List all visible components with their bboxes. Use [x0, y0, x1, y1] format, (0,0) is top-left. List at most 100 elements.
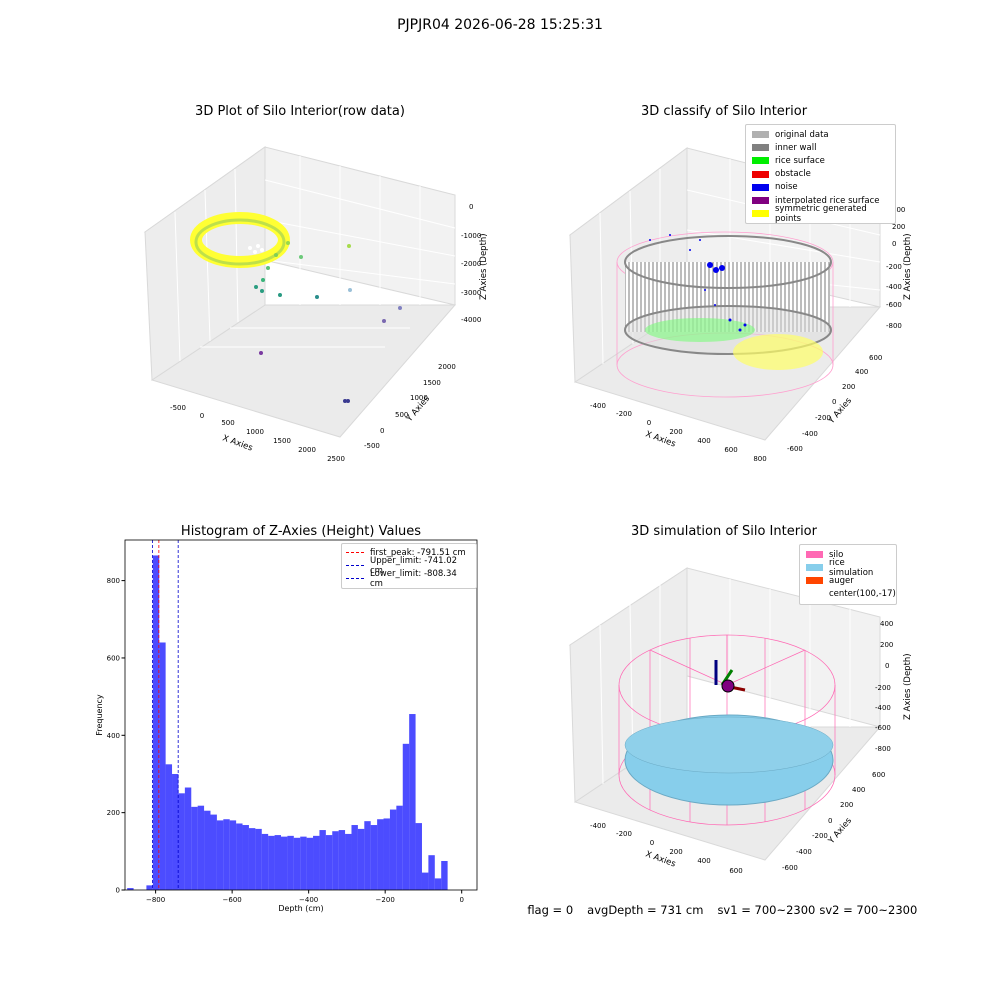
histogram-xtick-label: −400: [299, 896, 318, 904]
svg-text:600: 600: [729, 867, 742, 875]
legend-swatch: [752, 131, 769, 139]
histogram-bar: [197, 805, 205, 890]
histogram-bar: [325, 835, 333, 890]
histogram-bar: [268, 835, 275, 890]
legend-item: obstacle: [752, 168, 889, 181]
svg-text:400: 400: [697, 437, 710, 445]
histogram-ytick-label: 0: [116, 887, 120, 895]
histogram-xtick-label: −600: [223, 896, 242, 904]
histogram-bar: [152, 555, 160, 890]
histogram-bar: [332, 831, 339, 890]
raw-xtick: 500: [221, 419, 234, 427]
raw-ytick: 1000: [410, 394, 428, 402]
histogram-bar: [370, 825, 378, 890]
histogram-bar: [236, 823, 243, 890]
histogram-bar: [172, 773, 179, 890]
histogram-bar: [184, 787, 192, 890]
svg-text:0: 0: [892, 240, 896, 248]
raw-scatter-points: [254, 241, 402, 403]
classify-noise: [649, 234, 747, 332]
histogram-bar: [248, 828, 256, 890]
legend-item: auger: [806, 574, 890, 587]
raw-pane-left: [144, 146, 266, 381]
histogram-bar: [357, 828, 365, 890]
raw-grid: [174, 156, 456, 362]
raw-ytick: 1500: [423, 379, 441, 387]
svg-text:0: 0: [650, 839, 654, 847]
histogram-bar: [191, 806, 198, 890]
svg-text:-400: -400: [590, 402, 606, 410]
histogram-bar: [338, 830, 346, 890]
svg-text:Z Axies (Depth): Z Axies (Depth): [903, 653, 913, 720]
legend-swatch: [752, 144, 769, 152]
svg-text:-400: -400: [796, 848, 812, 856]
histogram-bar: [428, 855, 435, 890]
histogram-bar: [229, 820, 237, 890]
histogram-ytick-label: 800: [107, 577, 120, 585]
svg-text:-200: -200: [616, 410, 632, 418]
histogram-bar: [280, 836, 288, 890]
legend-swatch: [752, 197, 769, 205]
histogram-xtick-label: −800: [146, 896, 165, 904]
legend-item: original data: [752, 128, 889, 141]
svg-text:800: 800: [753, 455, 766, 463]
histogram-bar: [389, 809, 397, 890]
svg-text:-200: -200: [616, 830, 632, 838]
svg-text:-400: -400: [802, 430, 818, 438]
histogram-bar: [165, 764, 173, 890]
raw-xtick: 1500: [273, 437, 291, 445]
figure-title: PJPJR04 2026-06-28 15:25:31: [397, 17, 603, 33]
svg-text:-400: -400: [886, 283, 902, 291]
histogram-legend: first_peak: -791.51 cm Upper_limit: -741…: [341, 543, 477, 589]
simulation-center-marker: [721, 679, 735, 693]
histogram-ylabel: Frequency: [95, 694, 104, 736]
histogram-xlabel: Depth (cm): [278, 904, 323, 913]
raw-xtick: -500: [170, 404, 186, 412]
svg-text:-400: -400: [590, 822, 606, 830]
classify-plot-title: 3D classify of Silo Interior: [640, 104, 808, 119]
sv2-text: sv2 = 700~2300: [819, 903, 918, 917]
histogram-bar: [255, 828, 262, 890]
raw-xtick: 2500: [327, 455, 345, 463]
legend-item: noise: [752, 181, 889, 194]
classify-rice-surface: [645, 318, 755, 342]
svg-text:-200: -200: [812, 832, 828, 840]
classify-legend: original data inner wall rice surface ob…: [745, 124, 896, 225]
histogram-xtick-label: −200: [376, 896, 395, 904]
legend-item: rice simulation: [806, 558, 890, 578]
histogram-chart: −800 −600 −400 −200 0 0 200 400 600 800 Depth (c…: [95, 539, 478, 913]
raw-ytick: 500: [395, 411, 408, 419]
svg-text:0: 0: [885, 662, 889, 670]
svg-text:-800: -800: [875, 745, 891, 753]
histogram-ytick-label: 400: [107, 732, 120, 740]
histogram-bar: [402, 743, 410, 890]
legend-item: center(100,-17): [829, 589, 896, 600]
histogram-bar: [415, 823, 422, 890]
svg-text:-600: -600: [875, 724, 891, 732]
histogram-bar: [434, 878, 442, 890]
svg-text:600: 600: [724, 446, 737, 454]
histogram-bar: [178, 793, 185, 890]
svg-text:200: 200: [669, 848, 682, 856]
legend-swatch: [752, 183, 769, 191]
histogram-bar: [204, 810, 211, 890]
histogram-bar: [345, 833, 352, 890]
histogram-bar: [441, 860, 448, 890]
legend-item: symmetric generated points: [752, 204, 889, 224]
raw-ztick: -1000: [461, 232, 481, 240]
histogram-bar: [146, 885, 153, 890]
histogram-title: Histogram of Z-Axies (Height) Values: [180, 524, 422, 539]
svg-text:400: 400: [852, 786, 865, 794]
histogram-bar: [409, 714, 416, 890]
histogram-bar: [261, 833, 269, 890]
raw-xtick: 0: [200, 412, 204, 420]
legend-item: interpolated rice surface: [752, 194, 889, 207]
svg-text:200: 200: [892, 223, 905, 231]
svg-text:-600: -600: [782, 864, 798, 872]
raw-plot-title: 3D Plot of Silo Interior(row data): [195, 104, 405, 119]
svg-text:0: 0: [647, 419, 651, 427]
svg-text:600: 600: [872, 771, 885, 779]
histogram-bar: [293, 837, 301, 890]
histogram-bar: [223, 819, 230, 890]
svg-text:600: 600: [869, 354, 882, 362]
